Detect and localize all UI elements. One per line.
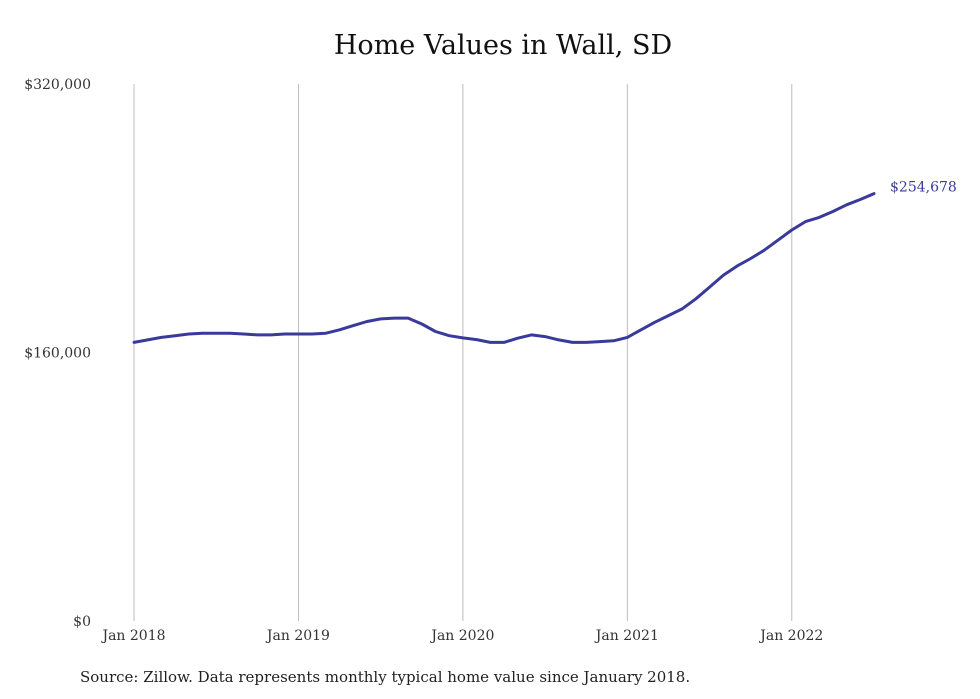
y-tick-label: $0 xyxy=(73,614,91,630)
y-tick-label: $160,000 xyxy=(24,346,91,362)
x-tick-label: Jan 2019 xyxy=(265,628,330,644)
x-tick-label: Jan 2022 xyxy=(758,628,823,644)
y-tick-label: $320,000 xyxy=(24,77,91,93)
chart-title: Home Values in Wall, SD xyxy=(333,30,673,61)
x-tick-label: Jan 2021 xyxy=(594,628,659,644)
source-note: Source: Zillow. Data represents monthly … xyxy=(80,668,691,686)
series-layer: $254,678 xyxy=(132,180,957,344)
x-tick-label: Jan 2020 xyxy=(429,628,494,644)
x-tick-label: Jan 2018 xyxy=(100,628,165,644)
series-line xyxy=(132,192,876,344)
axis-labels: Jan 2018 Jan 2019 Jan 2020 Jan 2021 Jan 2022… xyxy=(24,77,823,644)
end-value-label: $254,678 xyxy=(890,180,957,196)
gridlines xyxy=(133,84,793,621)
